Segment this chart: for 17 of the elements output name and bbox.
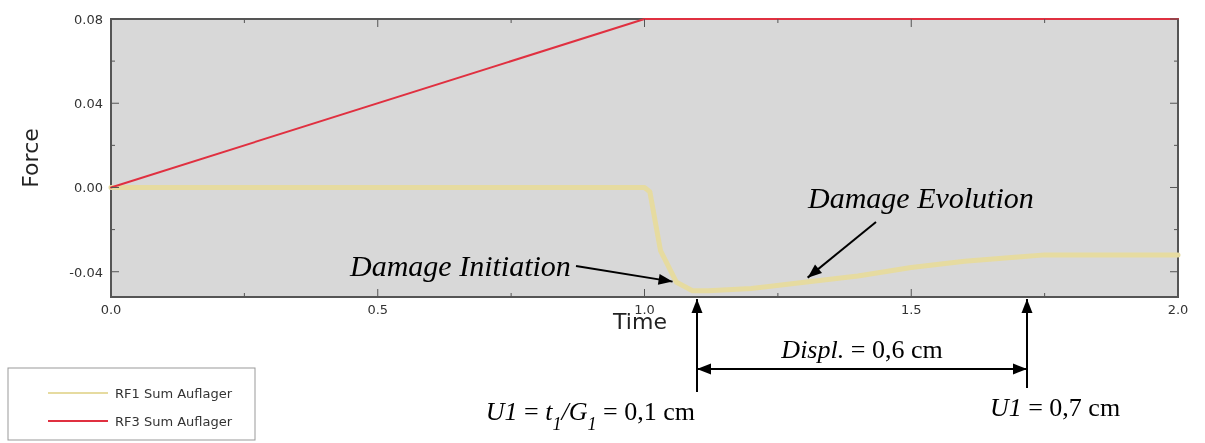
y-tick-label: 0.08 bbox=[74, 12, 103, 27]
x-tick-label: 2.0 bbox=[1167, 302, 1189, 317]
legend-label: RF1 Sum Auflager bbox=[115, 386, 233, 401]
annotation: Damage Evolution bbox=[807, 181, 1034, 214]
x-tick-label: 0.0 bbox=[100, 302, 122, 317]
text: Displ. = 0,6 cm bbox=[780, 335, 943, 364]
text: U1 = t$_{1}$/G$_{1}$ = 0,1 cm bbox=[485, 397, 695, 434]
y-tick-label: 0.00 bbox=[74, 180, 103, 196]
x-tick-label: 0.5 bbox=[367, 302, 389, 317]
x-tick-label: 1.0 bbox=[634, 302, 655, 317]
legend-label: RF3 Sum Auflager bbox=[115, 414, 233, 429]
y-tick-label: -0.04 bbox=[69, 264, 103, 280]
y-axis-title: Force bbox=[18, 128, 43, 188]
y-tick-label: 0.04 bbox=[74, 96, 103, 112]
annotation: Damage Initiation bbox=[349, 249, 571, 282]
x-tick-label: 1.5 bbox=[900, 302, 922, 317]
text: U1 = 0,7 cm bbox=[989, 393, 1121, 422]
